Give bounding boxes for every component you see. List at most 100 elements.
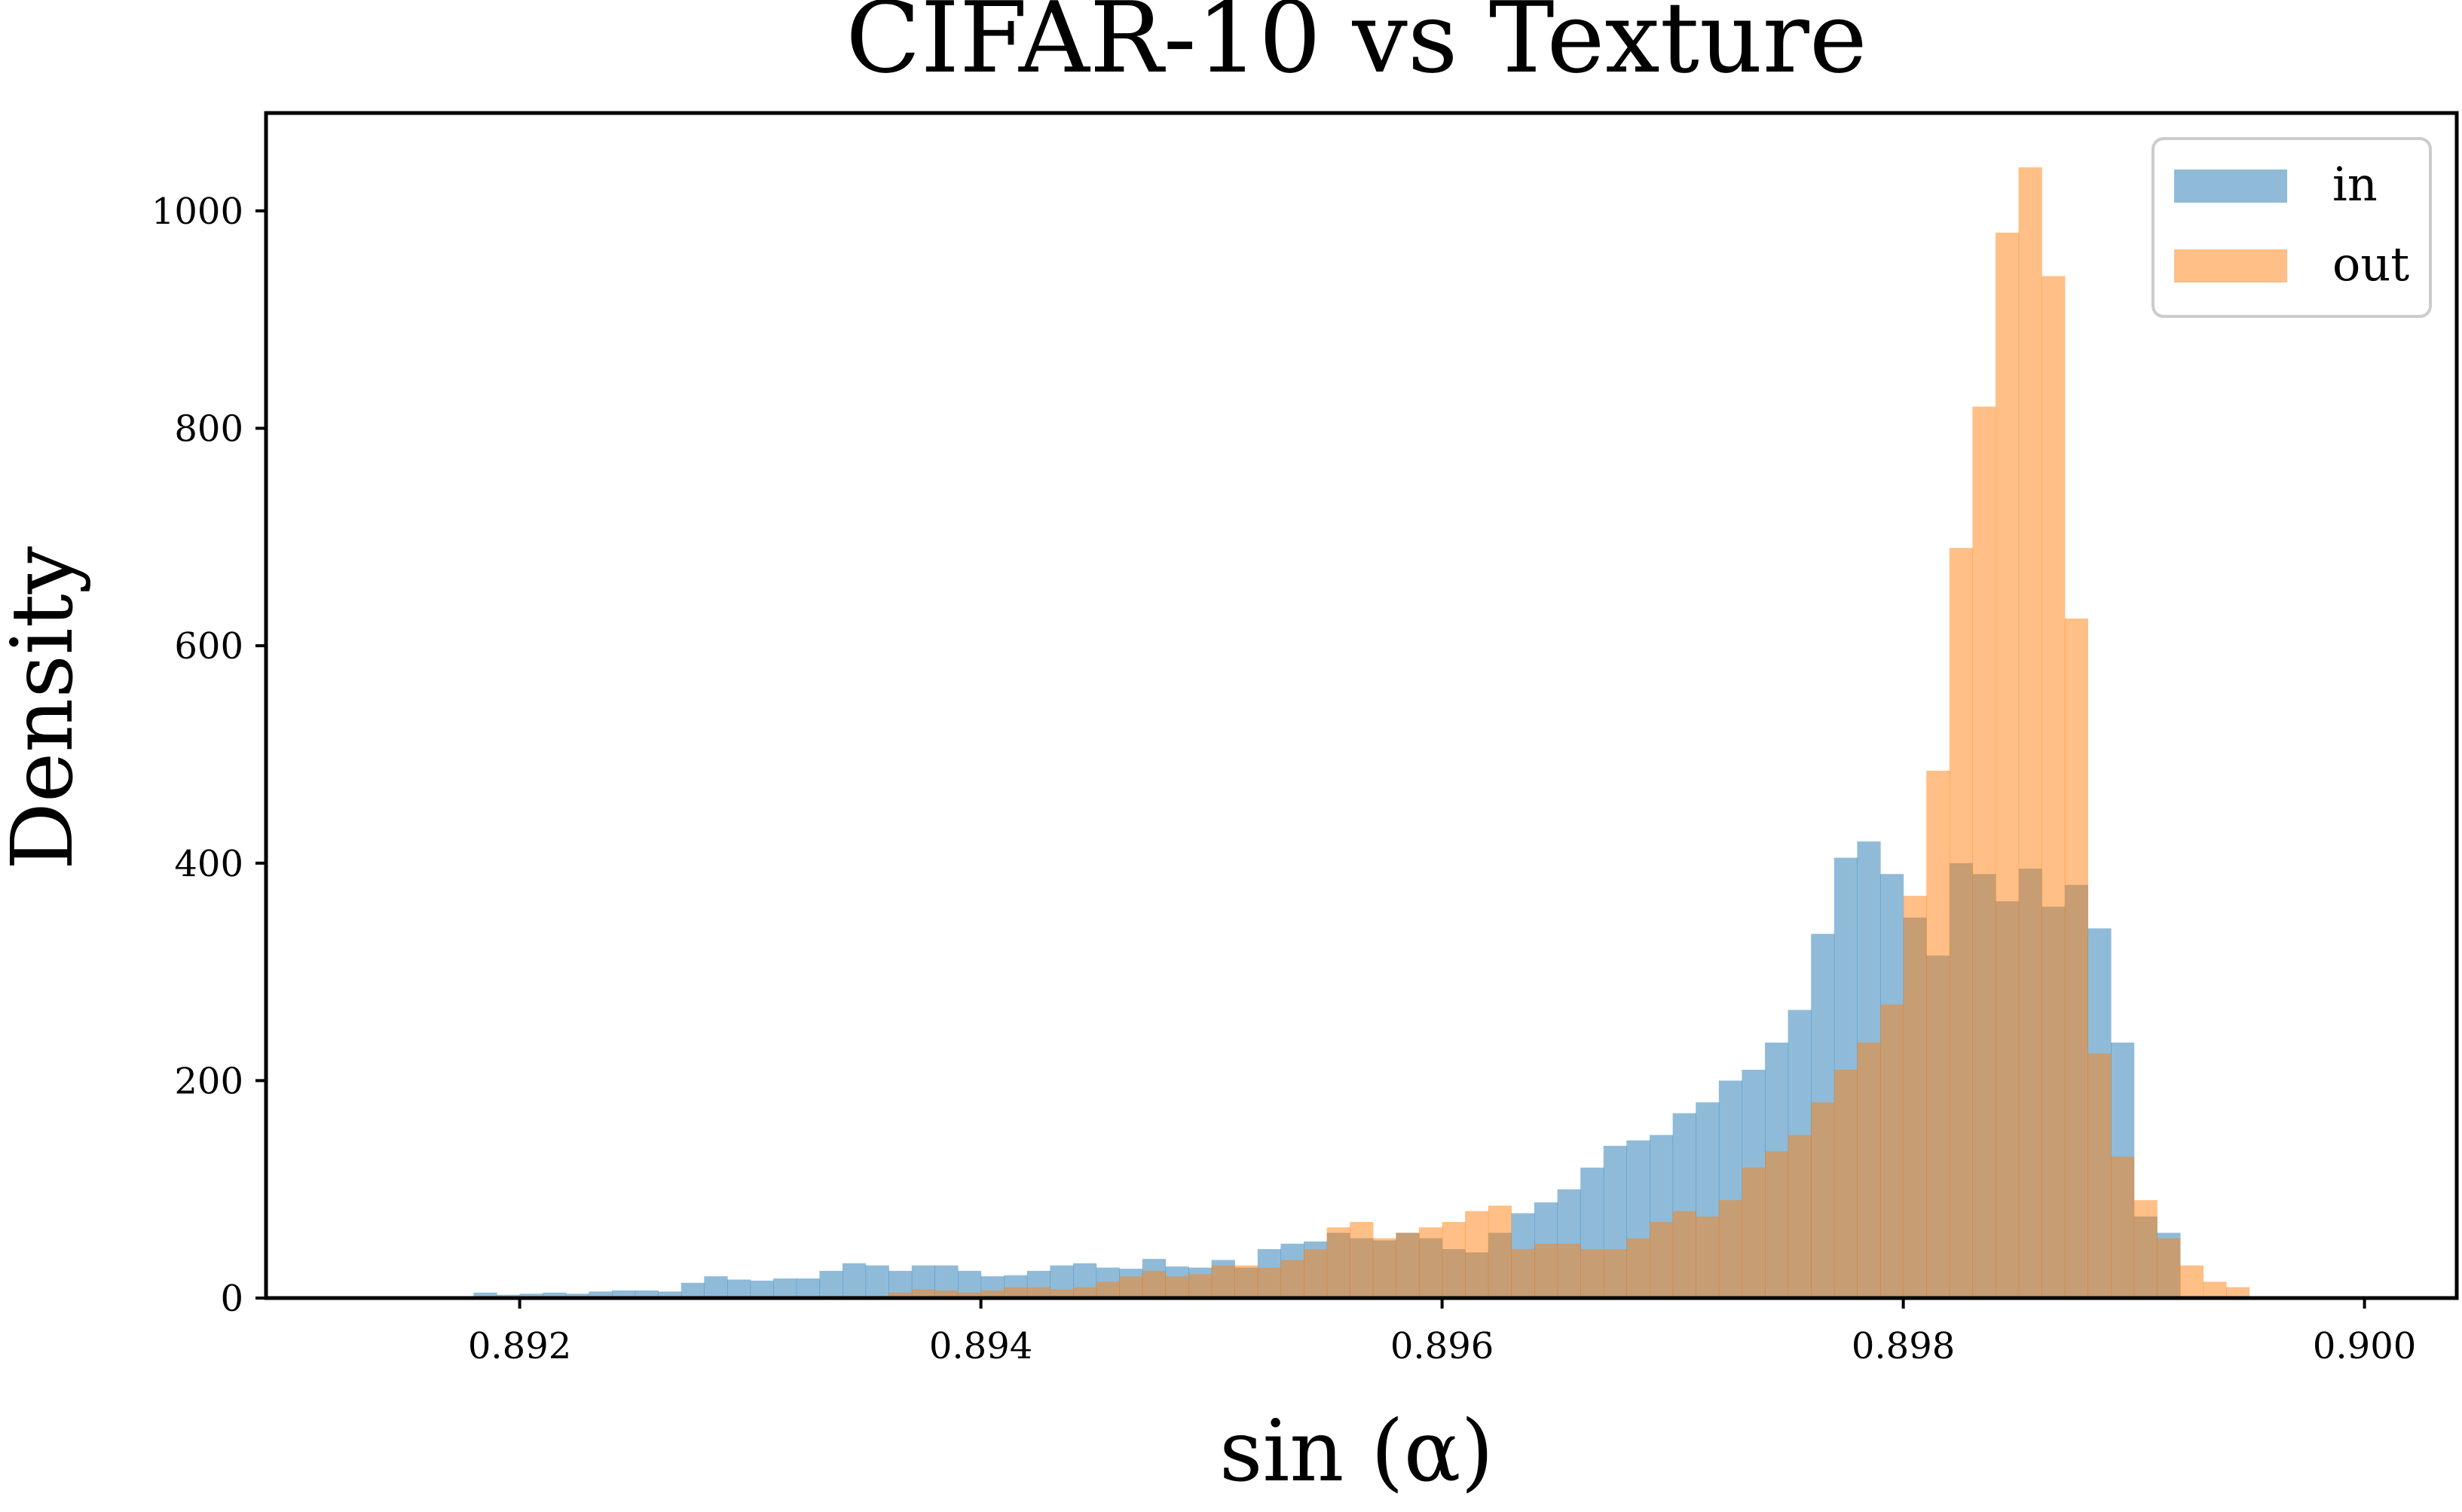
- bar-in-8: [658, 1291, 682, 1298]
- bar-in-11: [727, 1279, 751, 1298]
- bar-out-28: [1465, 1211, 1489, 1298]
- bar-out-31: [1534, 1243, 1558, 1298]
- bar-out-19: [1257, 1267, 1281, 1298]
- bar-out-47: [1903, 896, 1927, 1298]
- bar-out-61: [2226, 1287, 2250, 1298]
- bar-out-35: [1626, 1238, 1650, 1298]
- legend-label-in: in: [2332, 157, 2378, 212]
- bar-in-16: [843, 1263, 867, 1298]
- chart-title: CIFAR-10 vs Texture: [846, 0, 1867, 95]
- series-out: [819, 167, 2250, 1299]
- bar-in-14: [796, 1278, 820, 1298]
- y-tick-label: 800: [174, 408, 243, 451]
- bar-in-15: [819, 1270, 843, 1298]
- bar-out-52: [2018, 167, 2042, 1298]
- legend-label-out: out: [2332, 237, 2409, 292]
- bar-out-8: [1004, 1287, 1028, 1298]
- legend-swatch-out: [2174, 249, 2287, 283]
- bar-out-15: [1165, 1276, 1189, 1298]
- bar-out-43: [1811, 1102, 1835, 1298]
- bar-out-9: [1026, 1287, 1051, 1298]
- legend: in out: [2152, 137, 2432, 318]
- y-tick-label: 600: [174, 625, 243, 667]
- bar-out-56: [2111, 1156, 2135, 1298]
- bar-in-4: [565, 1294, 589, 1298]
- bar-out-48: [1926, 771, 1950, 1298]
- bar-out-24: [1372, 1238, 1396, 1298]
- bar-out-42: [1788, 1135, 1812, 1298]
- bar-in-3: [543, 1292, 567, 1298]
- bar-out-33: [1580, 1249, 1604, 1298]
- x-axis-ticks: 0.892 0.894 0.896 0.898 0.900: [468, 1298, 2416, 1367]
- bar-out-30: [1511, 1249, 1535, 1298]
- bar-out-60: [2203, 1281, 2227, 1298]
- bar-in-9: [680, 1282, 705, 1298]
- y-tick-label: 200: [174, 1060, 243, 1102]
- x-axis-label: sin (α): [1219, 1403, 1494, 1501]
- bar-out-50: [1972, 406, 1996, 1298]
- bar-out-12: [1096, 1281, 1120, 1298]
- x-tick-label: 0.892: [468, 1325, 571, 1367]
- bar-out-37: [1672, 1211, 1696, 1298]
- x-tick-label: 0.898: [1852, 1325, 1955, 1367]
- bar-out-39: [1718, 1200, 1742, 1298]
- y-axis-label: Density: [0, 546, 92, 870]
- y-tick-label: 400: [174, 843, 243, 885]
- bar-in-0: [473, 1292, 497, 1298]
- bar-in-12: [750, 1280, 774, 1298]
- bar-out-49: [1949, 548, 1973, 1298]
- bar-out-26: [1419, 1227, 1443, 1298]
- bar-out-23: [1350, 1221, 1374, 1298]
- bar-in-2: [519, 1294, 543, 1298]
- x-tick-label: 0.900: [2313, 1325, 2416, 1367]
- bar-out-54: [2064, 619, 2088, 1298]
- histogram-bars: [473, 167, 2250, 1299]
- bar-out-34: [1603, 1249, 1627, 1298]
- bar-in-5: [589, 1291, 613, 1298]
- y-tick-label: 0: [220, 1278, 243, 1320]
- bar-in-13: [773, 1278, 797, 1298]
- x-tick-label: 0.896: [1390, 1325, 1494, 1367]
- bar-out-18: [1234, 1265, 1259, 1298]
- bar-out-36: [1650, 1221, 1674, 1298]
- bar-out-25: [1396, 1233, 1420, 1298]
- bar-out-58: [2157, 1238, 2181, 1298]
- bar-in-10: [704, 1276, 728, 1298]
- bar-out-6: [958, 1292, 982, 1298]
- x-tick-label: 0.894: [929, 1325, 1032, 1367]
- bar-out-45: [1857, 1042, 1881, 1298]
- bar-out-20: [1280, 1260, 1304, 1298]
- legend-swatch-in: [2174, 170, 2287, 203]
- bar-out-4: [911, 1289, 935, 1298]
- bar-out-57: [2133, 1200, 2158, 1298]
- bar-in-7: [635, 1290, 659, 1298]
- bar-out-44: [1834, 1069, 1858, 1298]
- bar-out-59: [2179, 1265, 2204, 1298]
- bar-out-53: [2041, 276, 2066, 1299]
- bar-out-11: [1073, 1287, 1097, 1298]
- bar-in-6: [612, 1290, 636, 1298]
- bar-out-40: [1742, 1167, 1766, 1298]
- bar-out-51: [1996, 232, 2020, 1298]
- bar-out-38: [1696, 1216, 1720, 1298]
- bar-out-32: [1557, 1243, 1581, 1298]
- bar-out-55: [2087, 1053, 2112, 1298]
- bar-out-3: [888, 1292, 913, 1298]
- bar-out-7: [980, 1290, 1005, 1298]
- bar-out-14: [1142, 1270, 1166, 1298]
- bar-out-17: [1211, 1265, 1235, 1298]
- bar-out-5: [934, 1290, 959, 1298]
- y-tick-label: 1000: [151, 191, 243, 233]
- bar-out-46: [1880, 1004, 1904, 1298]
- bar-out-29: [1488, 1205, 1512, 1298]
- bar-out-16: [1188, 1274, 1213, 1298]
- bar-out-27: [1442, 1221, 1466, 1298]
- bar-out-22: [1326, 1227, 1350, 1298]
- y-axis-ticks: 0 200 400 600 800 1000: [151, 191, 266, 1320]
- bar-out-21: [1304, 1249, 1328, 1298]
- plot-frame: [264, 111, 2459, 1300]
- bar-out-41: [1765, 1151, 1789, 1298]
- bar-out-13: [1119, 1276, 1143, 1298]
- bar-out-10: [1050, 1289, 1074, 1298]
